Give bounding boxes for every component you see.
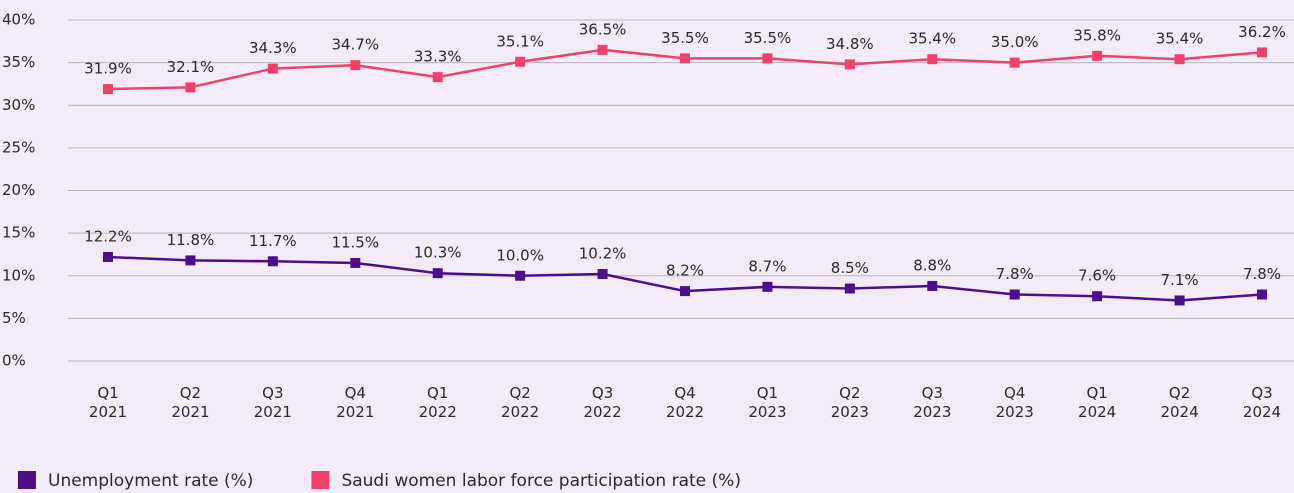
data-label: 7.8% bbox=[996, 265, 1034, 283]
data-label: 36.2% bbox=[1238, 23, 1286, 41]
point bbox=[680, 53, 690, 64]
x-tick-label: Q2 2024 bbox=[1160, 384, 1198, 421]
data-label: 8.7% bbox=[748, 257, 786, 275]
point bbox=[432, 268, 443, 279]
x-tick-label: Q2 2023 bbox=[831, 384, 869, 421]
y-tick-label: 0% bbox=[2, 352, 26, 370]
y-tick-label: 25% bbox=[2, 138, 35, 156]
data-label: 11.7% bbox=[249, 232, 297, 250]
point bbox=[350, 60, 361, 71]
point bbox=[185, 82, 196, 93]
point bbox=[844, 59, 855, 70]
data-label: 7.6% bbox=[1078, 267, 1116, 285]
point bbox=[1092, 50, 1103, 61]
data-label: 36.5% bbox=[579, 20, 627, 38]
x-tick-label: Q4 2022 bbox=[666, 384, 704, 421]
x-tick-label: Q4 2021 bbox=[336, 384, 374, 421]
data-label: 35.8% bbox=[1073, 26, 1121, 44]
point bbox=[103, 251, 113, 262]
y-tick-label: 20% bbox=[2, 181, 35, 199]
data-label: 35.4% bbox=[908, 30, 956, 48]
y-tick-label: 5% bbox=[2, 309, 26, 327]
x-tick-label: Q1 2024 bbox=[1078, 384, 1116, 421]
data-label: 32.1% bbox=[167, 58, 215, 76]
legend-swatch bbox=[18, 471, 36, 489]
y-tick-label: 40% bbox=[2, 11, 35, 29]
data-label: 10.3% bbox=[414, 244, 462, 262]
point bbox=[927, 280, 938, 291]
y-tick-label: 10% bbox=[2, 266, 35, 284]
data-label: 10.0% bbox=[496, 246, 544, 264]
point bbox=[844, 283, 855, 294]
point bbox=[515, 56, 526, 67]
x-tick-label: Q4 2023 bbox=[996, 384, 1034, 421]
data-label: 12.2% bbox=[84, 227, 132, 245]
point bbox=[680, 286, 690, 297]
legend-swatch bbox=[311, 471, 330, 489]
y-tick-label: 15% bbox=[2, 224, 35, 242]
data-label: 34.3% bbox=[249, 39, 297, 57]
x-tick-label: Q1 2022 bbox=[419, 384, 457, 421]
point bbox=[267, 63, 278, 74]
data-label: 34.7% bbox=[331, 36, 379, 54]
data-label: 8.2% bbox=[666, 262, 704, 280]
data-label: 33.3% bbox=[414, 48, 462, 66]
data-label: 11.5% bbox=[331, 233, 379, 251]
point bbox=[515, 270, 526, 281]
data-label: 7.1% bbox=[1161, 271, 1199, 289]
data-label: 8.5% bbox=[831, 259, 869, 277]
x-tick-label: Q1 2021 bbox=[89, 384, 127, 421]
data-label: 35.5% bbox=[744, 29, 792, 47]
data-label: 34.8% bbox=[826, 35, 874, 53]
legend-label: Unemployment rate (%) bbox=[48, 471, 253, 491]
x-tick-label: Q3 2021 bbox=[254, 384, 292, 421]
point bbox=[1009, 289, 1020, 300]
x-tick-label: Q2 2022 bbox=[501, 384, 539, 421]
data-label: 31.9% bbox=[84, 60, 132, 78]
point bbox=[267, 256, 278, 267]
point bbox=[597, 44, 608, 55]
point bbox=[762, 281, 773, 292]
point bbox=[350, 257, 361, 268]
x-tick-label: Q3 2024 bbox=[1243, 384, 1281, 421]
point bbox=[1174, 295, 1185, 306]
point bbox=[432, 72, 443, 83]
data-label: 35.0% bbox=[991, 33, 1039, 51]
legend-label: Saudi women labor force participation ra… bbox=[341, 471, 741, 491]
x-tick-label: Q1 2023 bbox=[748, 384, 786, 421]
data-label: 11.8% bbox=[167, 231, 215, 249]
data-label: 10.2% bbox=[579, 245, 627, 263]
data-label: 35.1% bbox=[496, 32, 544, 50]
y-tick-label: 30% bbox=[2, 96, 35, 114]
point bbox=[1257, 47, 1267, 58]
point bbox=[1092, 291, 1103, 302]
point bbox=[103, 84, 113, 95]
data-label: 35.5% bbox=[661, 29, 709, 47]
point bbox=[1009, 57, 1020, 68]
data-label: 8.8% bbox=[913, 256, 951, 274]
y-tick-label: 35% bbox=[2, 53, 35, 71]
x-tick-label: Q3 2022 bbox=[583, 384, 621, 421]
point bbox=[597, 269, 608, 280]
data-label: 35.4% bbox=[1156, 30, 1204, 48]
data-label: 7.8% bbox=[1243, 265, 1281, 283]
x-tick-label: Q2 2021 bbox=[171, 384, 209, 421]
point bbox=[1174, 54, 1185, 65]
point bbox=[927, 54, 938, 65]
point bbox=[1257, 289, 1267, 300]
point bbox=[762, 53, 773, 64]
x-tick-label: Q3 2023 bbox=[913, 384, 951, 421]
point bbox=[185, 255, 196, 266]
